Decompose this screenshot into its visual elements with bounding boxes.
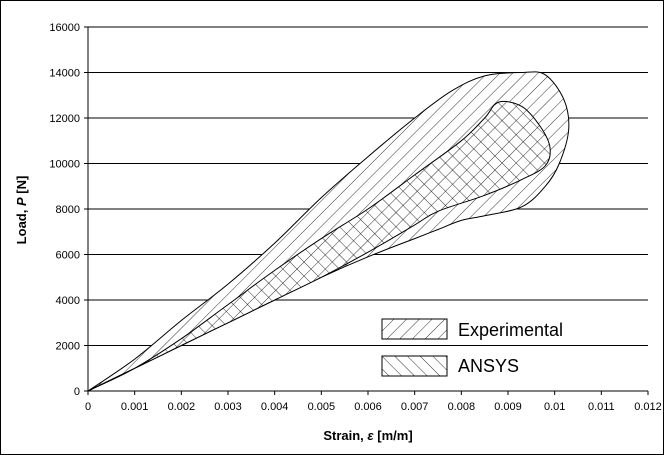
y-tick-label: 12000 [49,113,80,125]
x-tick-label: 0.004 [261,401,289,413]
y-tick-label: 4000 [56,295,80,307]
y-tick-label: 6000 [56,250,80,262]
y-tick-label: 16000 [49,22,80,34]
legend-label-ansys: ANSYS [458,356,519,376]
axes [84,26,649,395]
tick-labels: 0 2000 4000 6000 8000 10000 12000 14000 16000 0 0.… [49,22,661,413]
legend-swatch-experimental [381,318,448,340]
x-tick-label: 0.007 [401,401,429,413]
x-axis-title: Strain, ε [m/m] [323,428,412,443]
y-tick-label: 8000 [56,204,80,216]
x-tick-label: 0.011 [588,401,615,413]
x-tick-label: 0.008 [448,401,476,413]
x-tick-label: 0 [85,401,91,413]
legend-swatch-ansys [381,355,448,377]
y-tick-label: 0 [74,386,80,398]
data-areas [87,71,570,392]
x-tick-label: 0.006 [354,401,382,413]
x-tick-label: 0.012 [634,401,662,413]
legend-label-experimental: Experimental [458,320,563,340]
y-tick-label: 2000 [56,341,80,353]
x-tick-label: 0.001 [121,401,149,413]
x-tick-label: 0.005 [308,401,336,413]
y-tick-label: 10000 [49,159,80,171]
y-axis-title: Load, P [N] [14,176,29,245]
x-tick-label: 0.002 [168,401,196,413]
x-tick-label: 0.003 [214,401,242,413]
legend: Experimental ANSYS [381,318,563,377]
area-ansys [87,100,551,392]
x-tick-label: 0.009 [494,401,522,413]
y-tick-label: 14000 [49,68,80,80]
x-tick-label: 0.01 [544,401,565,413]
